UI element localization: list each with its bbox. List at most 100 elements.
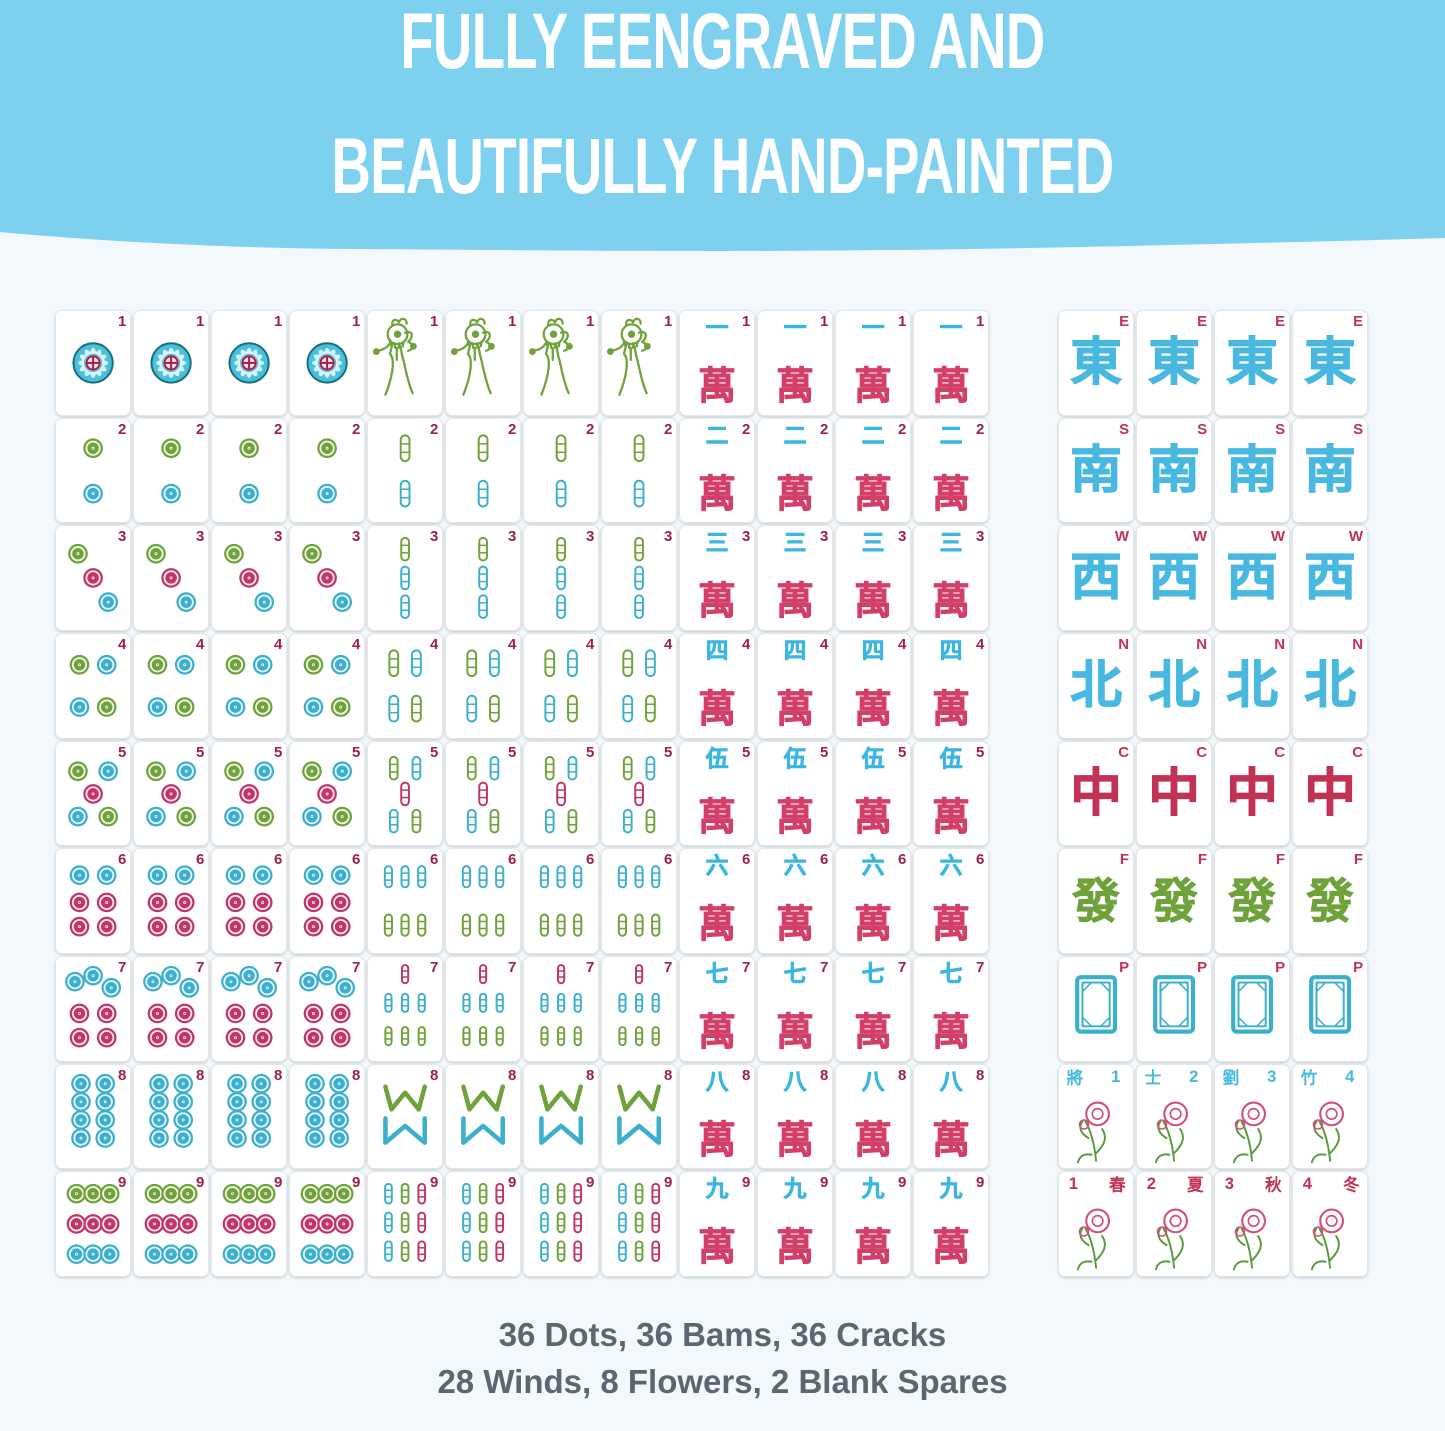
svg-text:七: 七	[784, 961, 807, 987]
svg-text:萬: 萬	[854, 1012, 892, 1054]
svg-text:一: 一	[784, 315, 807, 341]
svg-text:春: 春	[1109, 1175, 1126, 1195]
svg-text:四: 四	[940, 638, 963, 664]
svg-text:發: 發	[1228, 877, 1276, 929]
svg-text:將: 將	[1067, 1067, 1084, 1087]
svg-text:西: 西	[1304, 550, 1355, 607]
svg-text:一: 一	[706, 315, 729, 341]
svg-text:萬: 萬	[854, 581, 892, 623]
svg-text:萬: 萬	[776, 474, 814, 516]
svg-text:3: 3	[1267, 1067, 1276, 1086]
svg-text:萬: 萬	[776, 797, 814, 839]
svg-text:三: 三	[784, 530, 807, 556]
svg-text:萬: 萬	[854, 904, 892, 946]
svg-text:2: 2	[1189, 1067, 1198, 1086]
svg-text:秋: 秋	[1265, 1175, 1282, 1195]
svg-text:萬: 萬	[776, 904, 814, 946]
svg-text:西: 西	[1226, 550, 1277, 607]
svg-text:北: 北	[1070, 657, 1121, 714]
svg-text:四: 四	[862, 638, 885, 664]
svg-text:四: 四	[784, 638, 807, 664]
svg-text:東: 東	[1226, 334, 1277, 391]
svg-text:西: 西	[1070, 550, 1121, 607]
svg-text:九: 九	[939, 1176, 963, 1202]
svg-text:一: 一	[940, 315, 963, 341]
svg-text:伍: 伍	[783, 745, 807, 771]
svg-text:萬: 萬	[698, 1227, 736, 1269]
svg-text:三: 三	[706, 530, 729, 556]
svg-text:萬: 萬	[932, 797, 970, 839]
svg-text:萬: 萬	[776, 689, 814, 731]
svg-text:伍: 伍	[705, 745, 729, 771]
svg-text:九: 九	[861, 1176, 885, 1202]
svg-text:南: 南	[1226, 442, 1277, 499]
svg-text:1: 1	[1069, 1174, 1078, 1193]
svg-text:萬: 萬	[698, 1012, 736, 1054]
svg-text:萬: 萬	[854, 1120, 892, 1162]
svg-text:發: 發	[1150, 877, 1198, 929]
svg-text:八: 八	[784, 1068, 807, 1094]
svg-text:六: 六	[862, 853, 885, 879]
svg-text:萬: 萬	[698, 366, 736, 408]
svg-text:八: 八	[940, 1068, 963, 1094]
svg-text:冬: 冬	[1343, 1175, 1360, 1195]
svg-text:伍: 伍	[861, 745, 885, 771]
svg-text:萬: 萬	[932, 474, 970, 516]
svg-text:萬: 萬	[854, 1227, 892, 1269]
svg-text:萬: 萬	[854, 689, 892, 731]
svg-text:劉: 劉	[1223, 1067, 1240, 1087]
svg-text:萬: 萬	[776, 1120, 814, 1162]
svg-text:西: 西	[1148, 550, 1199, 607]
svg-text:六: 六	[706, 853, 729, 879]
svg-text:萬: 萬	[698, 581, 736, 623]
svg-text:北: 北	[1148, 657, 1199, 714]
svg-text:七: 七	[940, 961, 963, 987]
svg-text:萬: 萬	[932, 1120, 970, 1162]
svg-text:八: 八	[862, 1068, 885, 1094]
svg-text:萬: 萬	[932, 1012, 970, 1054]
svg-text:二: 二	[940, 422, 963, 448]
svg-text:中: 中	[1304, 765, 1355, 822]
svg-text:二: 二	[784, 422, 807, 448]
svg-text:中: 中	[1070, 765, 1121, 822]
svg-text:東: 東	[1304, 334, 1355, 391]
svg-text:竹: 竹	[1300, 1067, 1318, 1087]
svg-text:萬: 萬	[932, 1227, 970, 1269]
svg-text:一: 一	[862, 315, 885, 341]
svg-text:發: 發	[1072, 877, 1120, 929]
svg-text:萬: 萬	[776, 1227, 814, 1269]
svg-text:萬: 萬	[698, 797, 736, 839]
svg-text:萬: 萬	[776, 1012, 814, 1054]
svg-text:二: 二	[862, 422, 885, 448]
svg-text:南: 南	[1304, 442, 1355, 499]
svg-text:萬: 萬	[932, 581, 970, 623]
svg-text:萬: 萬	[932, 366, 970, 408]
svg-text:2: 2	[1147, 1174, 1156, 1193]
svg-text:中: 中	[1226, 765, 1277, 822]
svg-text:二: 二	[706, 422, 729, 448]
svg-text:萬: 萬	[698, 474, 736, 516]
svg-text:南: 南	[1070, 442, 1121, 499]
svg-text:八: 八	[706, 1068, 729, 1094]
svg-text:萬: 萬	[698, 689, 736, 731]
svg-text:三: 三	[940, 530, 963, 556]
svg-text:1: 1	[1111, 1067, 1120, 1086]
svg-text:3: 3	[1225, 1174, 1234, 1193]
svg-text:中: 中	[1148, 765, 1199, 822]
svg-text:萬: 萬	[698, 904, 736, 946]
svg-text:北: 北	[1226, 657, 1277, 714]
svg-text:東: 東	[1148, 334, 1199, 391]
svg-text:北: 北	[1304, 657, 1355, 714]
svg-text:六: 六	[784, 853, 807, 879]
svg-text:萬: 萬	[854, 797, 892, 839]
svg-text:萬: 萬	[698, 1120, 736, 1162]
svg-text:九: 九	[705, 1176, 729, 1202]
svg-text:發: 發	[1306, 877, 1354, 929]
svg-text:夏: 夏	[1187, 1176, 1204, 1195]
svg-text:七: 七	[706, 961, 729, 987]
svg-text:萬: 萬	[776, 581, 814, 623]
svg-text:三: 三	[862, 530, 885, 556]
svg-text:六: 六	[940, 853, 963, 879]
svg-text:萬: 萬	[932, 904, 970, 946]
svg-text:萬: 萬	[932, 689, 970, 731]
